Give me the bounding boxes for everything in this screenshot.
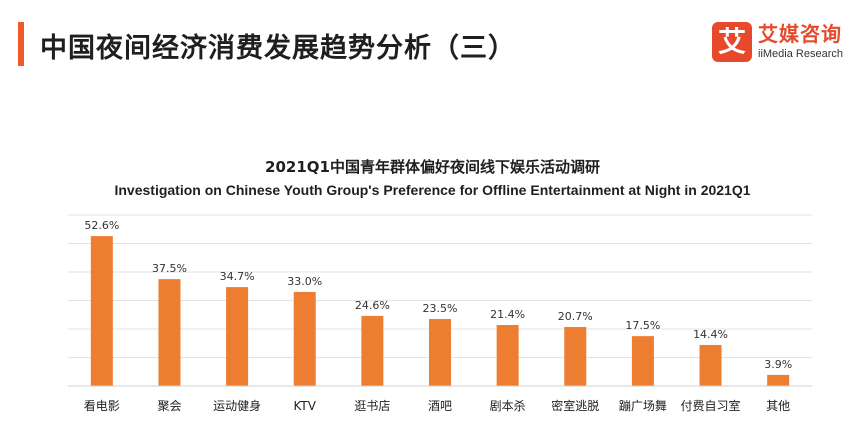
brand-name-cn: 艾媒咨询: [758, 22, 842, 46]
data-label: 21.4%: [490, 308, 525, 321]
x-tick-label: 运动健身: [213, 398, 261, 413]
x-tick-label: 逛书店: [354, 399, 390, 413]
bar: [90, 236, 113, 386]
data-label: 23.5%: [423, 302, 458, 315]
brand-mark-icon: 艾: [712, 22, 752, 62]
chart-title: 2021Q1中国青年群体偏好夜间线下娱乐活动调研: [265, 158, 600, 176]
x-tick-label: 剧本杀: [490, 398, 526, 413]
bar: [361, 315, 384, 386]
x-tick-label: 其他: [766, 399, 790, 413]
bar: [631, 336, 654, 386]
title-accent-bar: [18, 22, 24, 66]
data-label: 17.5%: [625, 319, 660, 332]
bar: [158, 279, 181, 386]
page-title: 中国夜间经济消费发展趋势分析（三）: [40, 33, 516, 64]
bar: [496, 325, 519, 386]
chart-subtitle: Investigation on Chinese Youth Group's P…: [114, 182, 751, 198]
bar: [767, 374, 790, 386]
brand-logo: 艾 艾媒咨询 iiMedia Research: [712, 22, 862, 66]
x-tick-label: KTV: [293, 399, 316, 413]
bar: [429, 319, 451, 386]
data-label: 33.0%: [287, 275, 322, 288]
data-label: 20.7%: [558, 310, 593, 323]
bar: [564, 327, 587, 386]
data-label: 24.6%: [355, 299, 390, 312]
brand-name-en: iiMedia Research: [758, 48, 843, 60]
x-tick-label: 看电影: [84, 399, 120, 413]
x-tick-label: 密室逃脱: [551, 398, 599, 413]
data-label: 34.7%: [220, 270, 255, 283]
x-tick-label: 聚会: [157, 399, 181, 413]
x-tick-label: 酒吧: [428, 399, 452, 413]
bar: [699, 344, 722, 386]
data-label: 52.6%: [84, 219, 119, 232]
data-label: 37.5%: [152, 262, 187, 275]
bar: [226, 287, 249, 386]
x-tick-label: 蹦广场舞: [619, 399, 667, 413]
data-label: 14.4%: [693, 328, 728, 341]
x-tick-label: 付费自习室: [681, 398, 741, 413]
bar: [293, 291, 316, 386]
data-label: 3.9%: [764, 358, 792, 371]
